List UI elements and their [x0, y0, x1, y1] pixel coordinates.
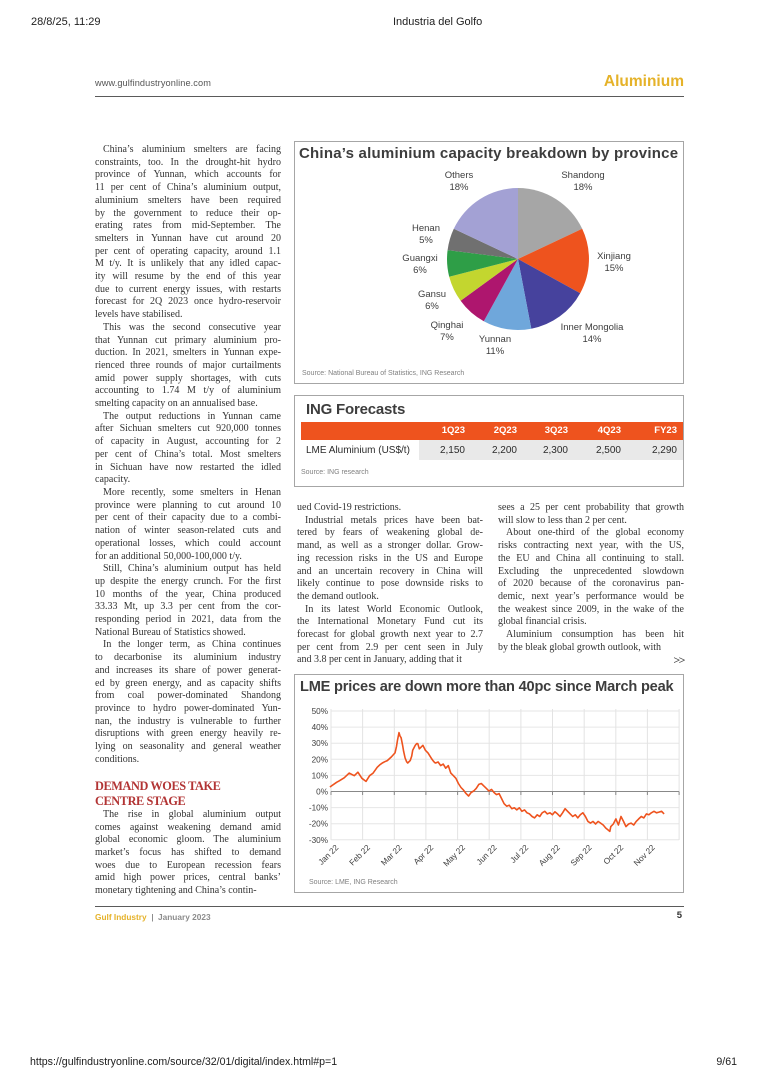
svg-text:Apr 22: Apr 22 — [412, 843, 436, 867]
svg-text:20%: 20% — [312, 755, 328, 764]
svg-text:Nov 22: Nov 22 — [632, 843, 657, 868]
svg-text:Sep 22: Sep 22 — [569, 843, 594, 868]
svg-text:-30%: -30% — [309, 836, 328, 845]
svg-text:Oct 22: Oct 22 — [602, 843, 626, 867]
svg-text:Mar 22: Mar 22 — [379, 843, 404, 868]
svg-text:-10%: -10% — [309, 804, 328, 813]
svg-text:0%: 0% — [316, 788, 328, 797]
svg-text:40%: 40% — [312, 723, 328, 732]
svg-text:Jun 22: Jun 22 — [475, 843, 499, 867]
svg-text:-20%: -20% — [309, 820, 328, 829]
svg-text:Aug 22: Aug 22 — [537, 843, 562, 868]
svg-text:10%: 10% — [312, 771, 328, 780]
svg-text:Feb 22: Feb 22 — [348, 843, 373, 868]
svg-text:Jan 22: Jan 22 — [317, 843, 341, 867]
svg-text:50%: 50% — [312, 707, 328, 716]
svg-text:Jul 22: Jul 22 — [508, 843, 530, 865]
svg-text:30%: 30% — [312, 739, 328, 748]
svg-text:May 22: May 22 — [442, 843, 468, 869]
